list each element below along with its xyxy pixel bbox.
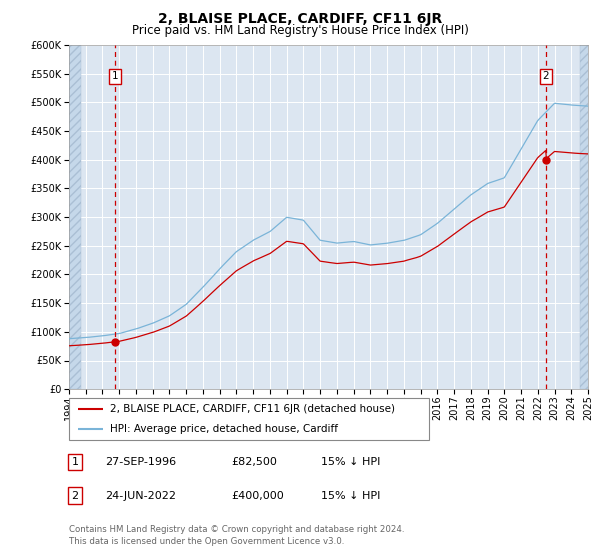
Text: 15% ↓ HPI: 15% ↓ HPI	[321, 457, 380, 467]
Text: 15% ↓ HPI: 15% ↓ HPI	[321, 491, 380, 501]
Text: 1: 1	[112, 71, 118, 81]
Text: 1: 1	[71, 457, 79, 467]
Text: 2: 2	[71, 491, 79, 501]
Text: 2, BLAISE PLACE, CARDIFF, CF11 6JR: 2, BLAISE PLACE, CARDIFF, CF11 6JR	[158, 12, 442, 26]
Text: 24-JUN-2022: 24-JUN-2022	[105, 491, 176, 501]
Text: Price paid vs. HM Land Registry's House Price Index (HPI): Price paid vs. HM Land Registry's House …	[131, 24, 469, 37]
Text: 27-SEP-1996: 27-SEP-1996	[105, 457, 176, 467]
Bar	[69, 34, 81, 389]
Bar	[580, 34, 590, 389]
Text: Contains HM Land Registry data © Crown copyright and database right 2024.
This d: Contains HM Land Registry data © Crown c…	[69, 525, 404, 546]
Text: 2, BLAISE PLACE, CARDIFF, CF11 6JR (detached house): 2, BLAISE PLACE, CARDIFF, CF11 6JR (deta…	[110, 404, 395, 414]
Text: £400,000: £400,000	[231, 491, 284, 501]
Text: 2: 2	[542, 71, 549, 81]
FancyBboxPatch shape	[69, 398, 429, 440]
Text: £82,500: £82,500	[231, 457, 277, 467]
Text: HPI: Average price, detached house, Cardiff: HPI: Average price, detached house, Card…	[110, 424, 338, 434]
